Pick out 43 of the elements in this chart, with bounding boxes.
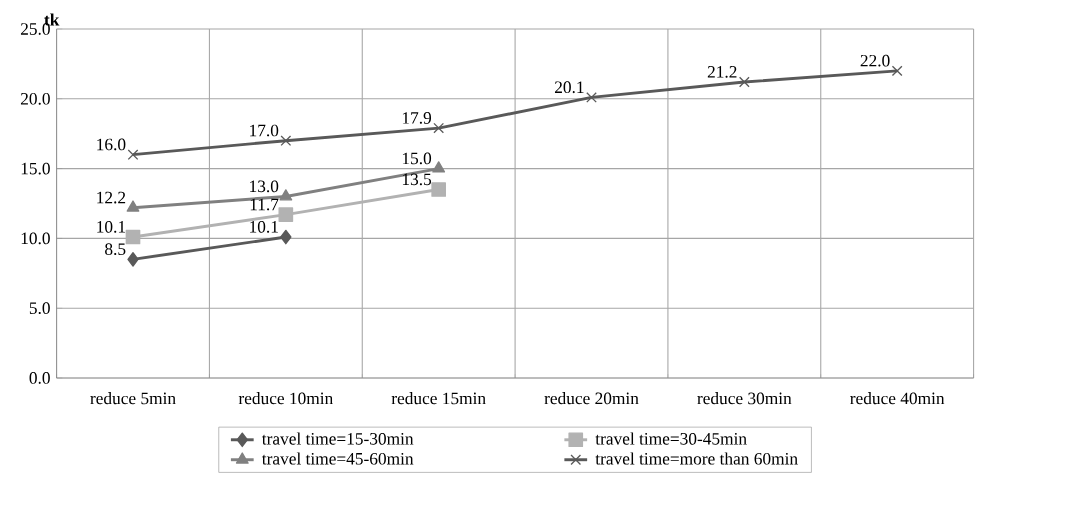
data-label: 10.1 [250,220,278,233]
legend-label: travel time=45-60min [261,452,414,465]
data-label: 16.0 [97,138,126,151]
point [279,189,293,201]
y-tick-label: 0.0 [29,372,50,384]
legend-label: travel time=more than 60min [595,452,798,465]
y-tick-label: 15.0 [21,162,50,175]
data-label: 8.5 [105,243,126,256]
data-label: 17.9 [402,112,432,124]
point [280,229,292,245]
point [431,182,447,197]
x-tick-label: reduce 30min [697,392,792,405]
point [125,229,141,245]
y-tick-label: 5.0 [29,302,50,315]
point [278,207,294,222]
x-tick-label: reduce 40min [850,392,945,405]
data-label: 20.1 [554,81,584,94]
data-label: 13.0 [250,180,279,193]
x-tick-label: reduce 10min [238,392,333,405]
data-label: 12.2 [97,191,126,204]
data-label: 11.7 [250,198,279,211]
data-label: 10.1 [97,220,126,233]
point [280,135,292,147]
legend-label: travel time=30-45min [595,432,747,445]
data-label: 17.0 [250,124,279,137]
y-tick-label: 10.0 [21,232,50,245]
y-tick-label: 20.0 [20,92,50,105]
point [891,65,903,77]
x-tick-label: reduce 15min [391,392,486,405]
point [127,252,139,267]
point [127,149,139,161]
x-tick-label: reduce 5min [90,392,176,405]
point [433,122,445,134]
data-label: 22.0 [860,54,890,67]
data-label: 21.2 [707,66,737,78]
legend-label: travel time=15-30min [261,432,414,445]
data-label: 15.0 [402,152,432,165]
x-tick-label: reduce 20min [544,392,639,405]
point [738,76,750,88]
point [126,200,140,212]
data-label: 13.5 [402,173,432,186]
point [586,92,597,103]
point [432,161,446,173]
